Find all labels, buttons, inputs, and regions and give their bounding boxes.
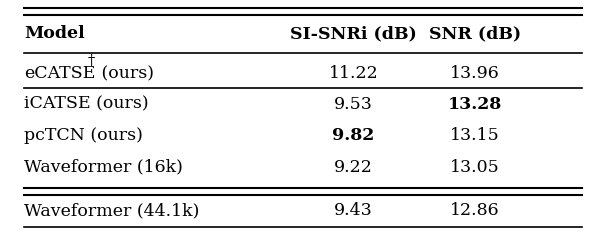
Text: eCATSE: eCATSE [24, 65, 95, 82]
Text: 13.15: 13.15 [450, 127, 500, 144]
Text: Waveformer (44.1k): Waveformer (44.1k) [24, 202, 199, 219]
Text: (ours): (ours) [96, 65, 154, 82]
Text: iCATSE (ours): iCATSE (ours) [24, 96, 148, 113]
Text: SI-SNRi (dB): SI-SNRi (dB) [290, 26, 417, 42]
Text: 13.05: 13.05 [450, 159, 500, 176]
Text: 13.28: 13.28 [448, 96, 503, 113]
Text: 9.82: 9.82 [332, 127, 375, 144]
Text: 13.96: 13.96 [450, 65, 500, 82]
Text: Model: Model [24, 26, 84, 42]
Text: pcTCN (ours): pcTCN (ours) [24, 127, 143, 144]
Text: 11.22: 11.22 [328, 65, 378, 82]
Text: 9.43: 9.43 [334, 202, 373, 219]
Text: †: † [88, 54, 95, 68]
Text: 9.53: 9.53 [334, 96, 373, 113]
Text: 12.86: 12.86 [450, 202, 500, 219]
Text: 9.22: 9.22 [334, 159, 373, 176]
Text: Waveformer (16k): Waveformer (16k) [24, 159, 182, 176]
Text: SNR (dB): SNR (dB) [429, 26, 522, 42]
